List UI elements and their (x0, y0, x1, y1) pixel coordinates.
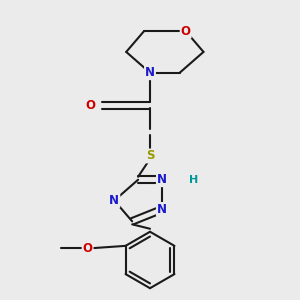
Text: N: N (157, 173, 167, 186)
Text: S: S (146, 149, 154, 162)
Text: O: O (181, 25, 191, 38)
Text: N: N (157, 203, 167, 216)
Text: O: O (85, 99, 95, 112)
Text: H: H (189, 175, 198, 185)
Text: O: O (82, 242, 93, 255)
Text: N: N (145, 66, 155, 79)
Text: N: N (109, 194, 119, 207)
